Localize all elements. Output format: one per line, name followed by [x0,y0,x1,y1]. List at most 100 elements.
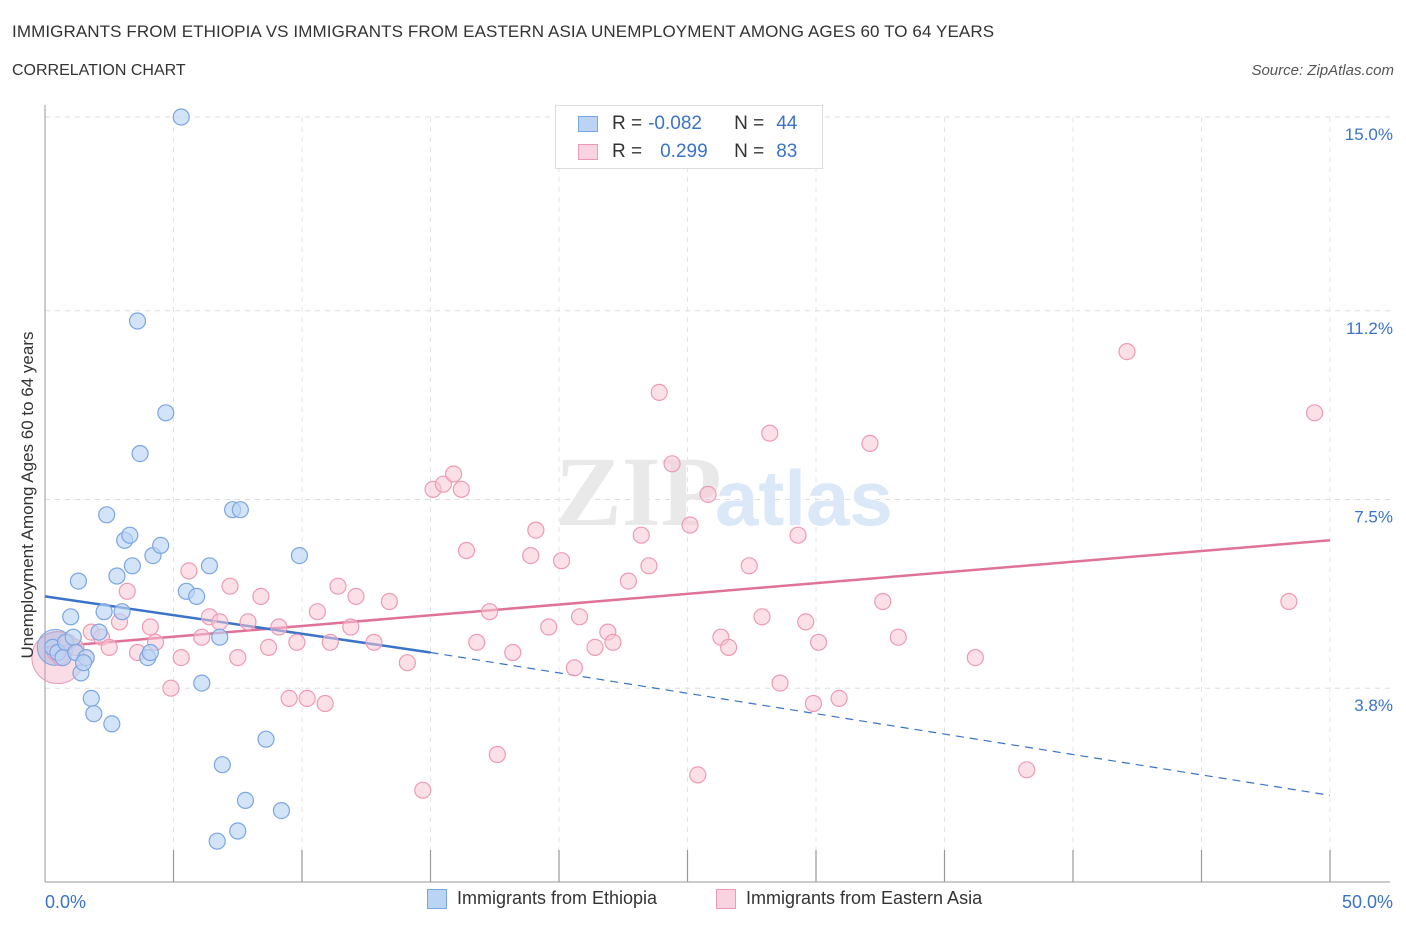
data-point-eastern-asia [797,613,815,631]
legend-r-label: R = [612,141,643,162]
data-point-ethiopia [131,445,149,463]
data-point-eastern-asia [481,603,499,621]
data-point-eastern-asia [452,480,470,498]
data-point-eastern-asia [193,628,211,646]
data-point-eastern-asia [1118,343,1136,361]
data-point-ethiopia [200,557,219,575]
data-point-eastern-asia [804,694,823,713]
data-point-ethiopia [172,108,190,126]
y-tick-label: 15.0% [1345,125,1393,144]
data-point-eastern-asia [874,592,892,611]
data-points [31,108,1324,850]
data-point-eastern-asia [270,618,288,636]
data-point-ethiopia [85,705,103,723]
data-point-eastern-asia [329,577,347,595]
data-point-eastern-asia [288,633,306,651]
bottom-legend-ethiopia: Immigrants from Ethiopia [427,888,657,909]
data-point-eastern-asia [740,557,758,575]
data-point-eastern-asia [468,633,486,651]
data-point-ethiopia [123,557,141,575]
data-point-ethiopia [229,822,247,840]
data-point-eastern-asia [771,674,789,692]
data-point-ethiopia [95,603,113,621]
data-point-eastern-asia [380,592,398,611]
y-axis-label: Unemployment Among Ages 60 to 64 years [18,332,37,659]
data-point-eastern-asia [604,633,622,651]
trend-line-eastern-asia [44,539,1331,649]
y-tick-label: 3.8% [1354,696,1393,715]
data-point-eastern-asia [789,526,807,544]
x-tick-label: 50.0% [1342,892,1393,912]
data-point-eastern-asia [445,465,463,483]
data-point-eastern-asia [861,434,879,452]
data-point-eastern-asia [342,618,360,636]
data-point-ethiopia [74,654,93,672]
data-point-eastern-asia [259,638,278,657]
source-label: Source: ZipAtlas.com [1251,62,1394,79]
chart-title: IMMIGRANTS FROM ETHIOPIA VS IMMIGRANTS F… [12,22,995,41]
data-point-eastern-asia [118,582,136,600]
data-point-ethiopia [208,832,226,850]
legend-n-value: 44 [776,113,798,134]
data-point-eastern-asia [365,633,383,651]
bottom-legend-eastern-asia: Immigrants from Eastern Asia [716,888,982,909]
legend-r-label: R = [612,113,643,134]
data-point-eastern-asia [100,638,118,657]
data-point-eastern-asia [586,638,604,657]
data-point-eastern-asia [229,648,247,667]
data-point-ethiopia [193,674,211,692]
legend-r-value: -0.082 [648,113,702,134]
legend-n-label: N = [734,141,765,162]
data-point-ethiopia [141,643,159,662]
chart-subtitle: CORRELATION CHART [12,62,186,79]
data-point-eastern-asia [552,552,571,570]
y-tick-label: 11.2% [1346,319,1393,338]
legend-row-eastern-asia: R = 0.299 N = 83 [578,140,797,164]
data-point-eastern-asia [632,526,650,544]
data-point-eastern-asia [252,587,270,606]
data-point-eastern-asia [565,659,584,677]
legend-swatch-ethiopia [578,116,598,132]
data-point-eastern-asia [180,562,198,580]
data-point-eastern-asia [699,485,717,503]
data-point-ethiopia [213,756,231,774]
data-point-eastern-asia [316,694,334,713]
data-point-ethiopia [157,404,175,422]
data-point-eastern-asia [298,689,316,708]
legend-row-ethiopia: R = -0.082 N = 44 [578,112,797,136]
data-point-eastern-asia [650,383,668,401]
data-point-eastern-asia [527,521,545,539]
watermark-atlas: atlas [715,454,893,542]
data-point-eastern-asia [640,557,658,575]
data-point-ethiopia [64,628,82,646]
data-point-ethiopia [108,567,126,585]
data-point-eastern-asia [211,613,229,631]
data-point-ethiopia [62,608,80,626]
data-point-ethiopia [152,536,170,555]
data-point-ethiopia [90,623,108,641]
data-point-eastern-asia [619,572,637,590]
data-point-eastern-asia [753,608,771,626]
data-point-ethiopia [290,546,309,565]
data-point-eastern-asia [414,781,432,799]
data-point-eastern-asia [1018,761,1036,779]
data-point-eastern-asia [540,618,558,636]
data-point-ethiopia [211,628,229,646]
data-point-eastern-asia [488,745,506,764]
bottom-legend-label-eastern-asia: Immigrants from Eastern Asia [746,888,983,908]
data-point-eastern-asia [761,424,779,442]
data-point-eastern-asia [172,648,190,667]
data-point-eastern-asia [321,633,339,651]
bottom-legend-label-ethiopia: Immigrants from Ethiopia [457,888,658,908]
data-point-eastern-asia [689,766,707,784]
data-point-ethiopia [236,791,255,810]
data-point-ethiopia [82,689,100,708]
data-point-eastern-asia [966,648,984,667]
data-point-ethiopia [272,801,291,820]
bottom-legend-swatch-eastern-asia [716,888,736,909]
x-tick-label: 0.0% [45,892,86,912]
data-point-ethiopia [188,587,206,606]
y-tick-label: 7.5% [1354,508,1393,527]
data-point-eastern-asia [162,679,180,697]
